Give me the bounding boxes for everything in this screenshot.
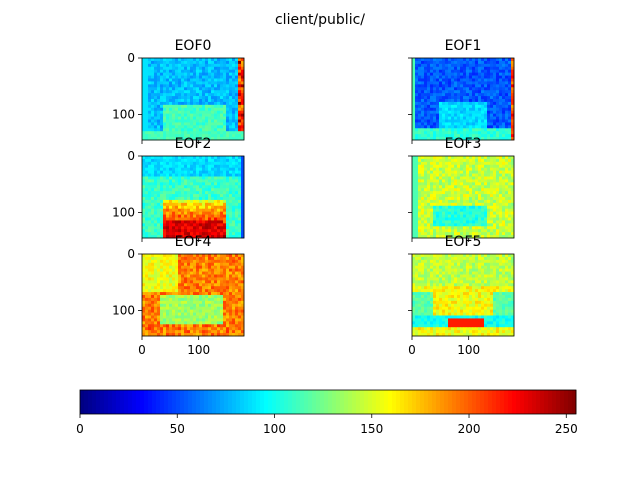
panel-title: EOF1 <box>445 38 482 54</box>
panel-title: EOF5 <box>445 234 482 250</box>
colorbar-frame <box>79 389 577 415</box>
heatmap-image <box>142 58 245 141</box>
x-tick-label: 0 <box>408 343 416 357</box>
panel-eof0: EOF0 0 100 <box>112 38 245 144</box>
y-tick-label: 100 <box>112 206 135 220</box>
panel-title: EOF0 <box>175 38 212 54</box>
axes-frame <box>411 155 515 239</box>
x-tick-label: 0 <box>138 343 146 357</box>
panel-eof1: EOF1 <box>408 38 515 144</box>
panel-title: EOF4 <box>175 234 212 250</box>
axes-frame <box>141 253 245 337</box>
colorbar-tick-label: 250 <box>555 422 578 436</box>
axes-frame <box>411 253 515 337</box>
heatmap-image <box>142 254 245 337</box>
x-tick-label: 100 <box>187 343 210 357</box>
heatmap-image <box>412 156 515 239</box>
colorbar-gradient <box>80 390 577 414</box>
y-tick-label: 0 <box>127 51 135 65</box>
y-tick-label: 100 <box>112 108 135 122</box>
colorbar-tick-label: 50 <box>170 422 185 436</box>
colorbar-tick-label: 100 <box>263 422 286 436</box>
axes-frame <box>411 57 515 141</box>
colorbar-tick-label: 150 <box>360 422 383 436</box>
colorbar-tick-label: 200 <box>458 422 481 436</box>
y-tick-label: 0 <box>127 247 135 261</box>
heatmap-image <box>412 58 515 141</box>
colorbar: 0 50 100 150 200 250 <box>76 389 578 436</box>
colorbar-tick-label: 0 <box>76 422 84 436</box>
y-tick-label: 0 <box>127 149 135 163</box>
panel-title: EOF3 <box>445 136 482 152</box>
y-tick-label: 100 <box>112 304 135 318</box>
panel-eof2: EOF2 0 100 <box>112 136 245 242</box>
axes-frame <box>141 57 245 141</box>
panel-eof4: EOF4 0 100 0 100 <box>112 234 245 357</box>
heatmap-image <box>412 254 515 337</box>
heatmap-image <box>142 156 245 239</box>
x-tick-label: 100 <box>457 343 480 357</box>
panel-eof5: EOF5 0 100 <box>408 234 515 357</box>
panel-title: EOF2 <box>175 136 212 152</box>
axes-frame <box>141 155 245 239</box>
panel-eof3: EOF3 <box>408 136 515 242</box>
figure-suptitle: client/public/ <box>275 12 365 28</box>
